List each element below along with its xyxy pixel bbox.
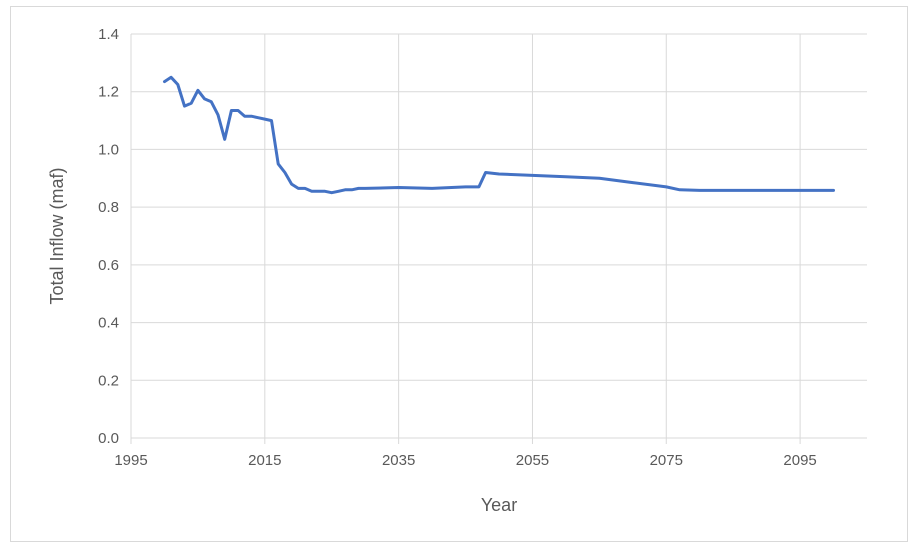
chart-frame: 0.0 0.2 0.4 0.6 0.8 1.0 1.2 1.4 1995 2015 2035 2055…	[10, 6, 908, 542]
y-tick-label: 1.0	[98, 141, 119, 158]
y-tick-label: 0.8	[98, 199, 119, 216]
x-tick-label: 2015	[248, 452, 281, 469]
y-tick-label: 1.2	[98, 84, 119, 101]
line-chart: 0.0 0.2 0.4 0.6 0.8 1.0 1.2 1.4 1995 2015 2035 2055…	[47, 26, 867, 515]
y-axis-title: Total Inflow (maf)	[47, 167, 67, 304]
y-tick-label: 0.0	[98, 430, 119, 447]
x-tick-label: 1995	[114, 452, 147, 469]
y-tick-label: 0.6	[98, 257, 119, 274]
series-line	[163, 75, 835, 195]
series-layer	[163, 75, 835, 195]
tick-labels: 0.0 0.2 0.4 0.6 0.8 1.0 1.2 1.4 1995 2015 2035 2055…	[98, 26, 817, 469]
y-tick-label: 0.4	[98, 315, 119, 332]
x-tick-label: 2075	[650, 452, 683, 469]
x-tick-label: 2055	[516, 452, 549, 469]
x-tick-label: 2035	[382, 452, 415, 469]
y-tick-label: 1.4	[98, 26, 119, 43]
x-tick-label: 2095	[783, 452, 816, 469]
y-tick-label: 0.2	[98, 372, 119, 389]
axes	[130, 34, 867, 444]
x-axis-title: Year	[481, 495, 517, 515]
grid-lines	[131, 33, 867, 438]
